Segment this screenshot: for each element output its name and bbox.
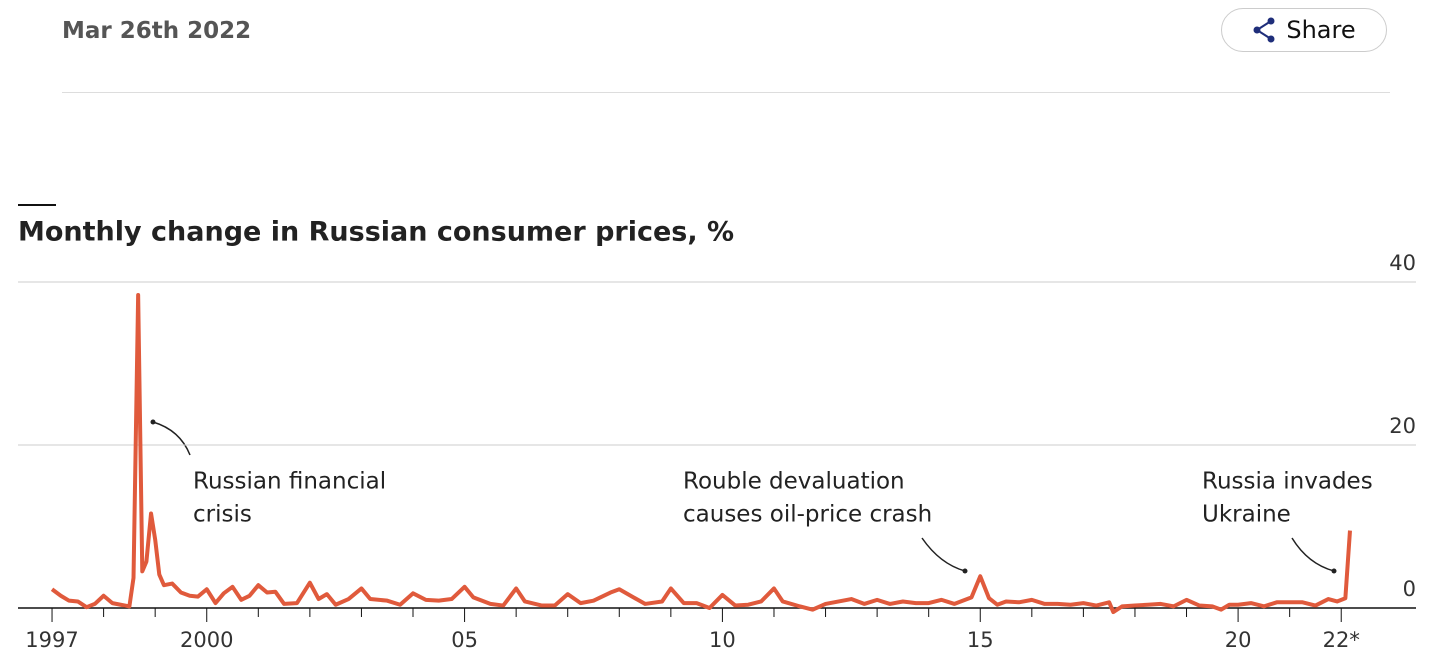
divider [62,92,1390,93]
leader [152,421,191,456]
share-icon [1253,17,1275,43]
annotation: causes oil-price crash [683,502,932,528]
annotation: Russian financial [193,469,386,495]
title-bar [18,204,56,206]
leader [1291,537,1335,572]
leader-dot [150,419,156,425]
x-tick-label: 15 [967,628,994,652]
y-tick-label: 40 [1389,251,1416,275]
x-tick-label: 1997 [25,628,78,652]
x-tick-label: 10 [709,628,736,652]
y-tick-label: 20 [1389,414,1416,438]
chart: Monthly change in Russian consumer price… [18,204,1416,652]
annotation: Rouble devaluation [683,469,905,495]
line [50,293,1352,615]
x-tick-label: 22* [1323,628,1360,652]
leader [921,537,966,572]
leader-dot [1331,568,1337,574]
annotation: Ukraine [1202,502,1291,528]
annotation: crisis [193,502,252,528]
date: Mar 26th 2022 [62,18,252,44]
x-tick-label: 20 [1225,628,1252,652]
leader-dot [962,568,968,574]
annotation: Russia invades [1202,469,1373,495]
x-tick-label: 05 [451,628,478,652]
y-tick-label: 0 [1403,577,1416,601]
share-label: Share [1286,16,1356,44]
share-button[interactable]: Share [1221,8,1387,52]
chart-title: Monthly change in Russian consumer price… [18,217,734,248]
x-tick-label: 2000 [180,628,233,652]
